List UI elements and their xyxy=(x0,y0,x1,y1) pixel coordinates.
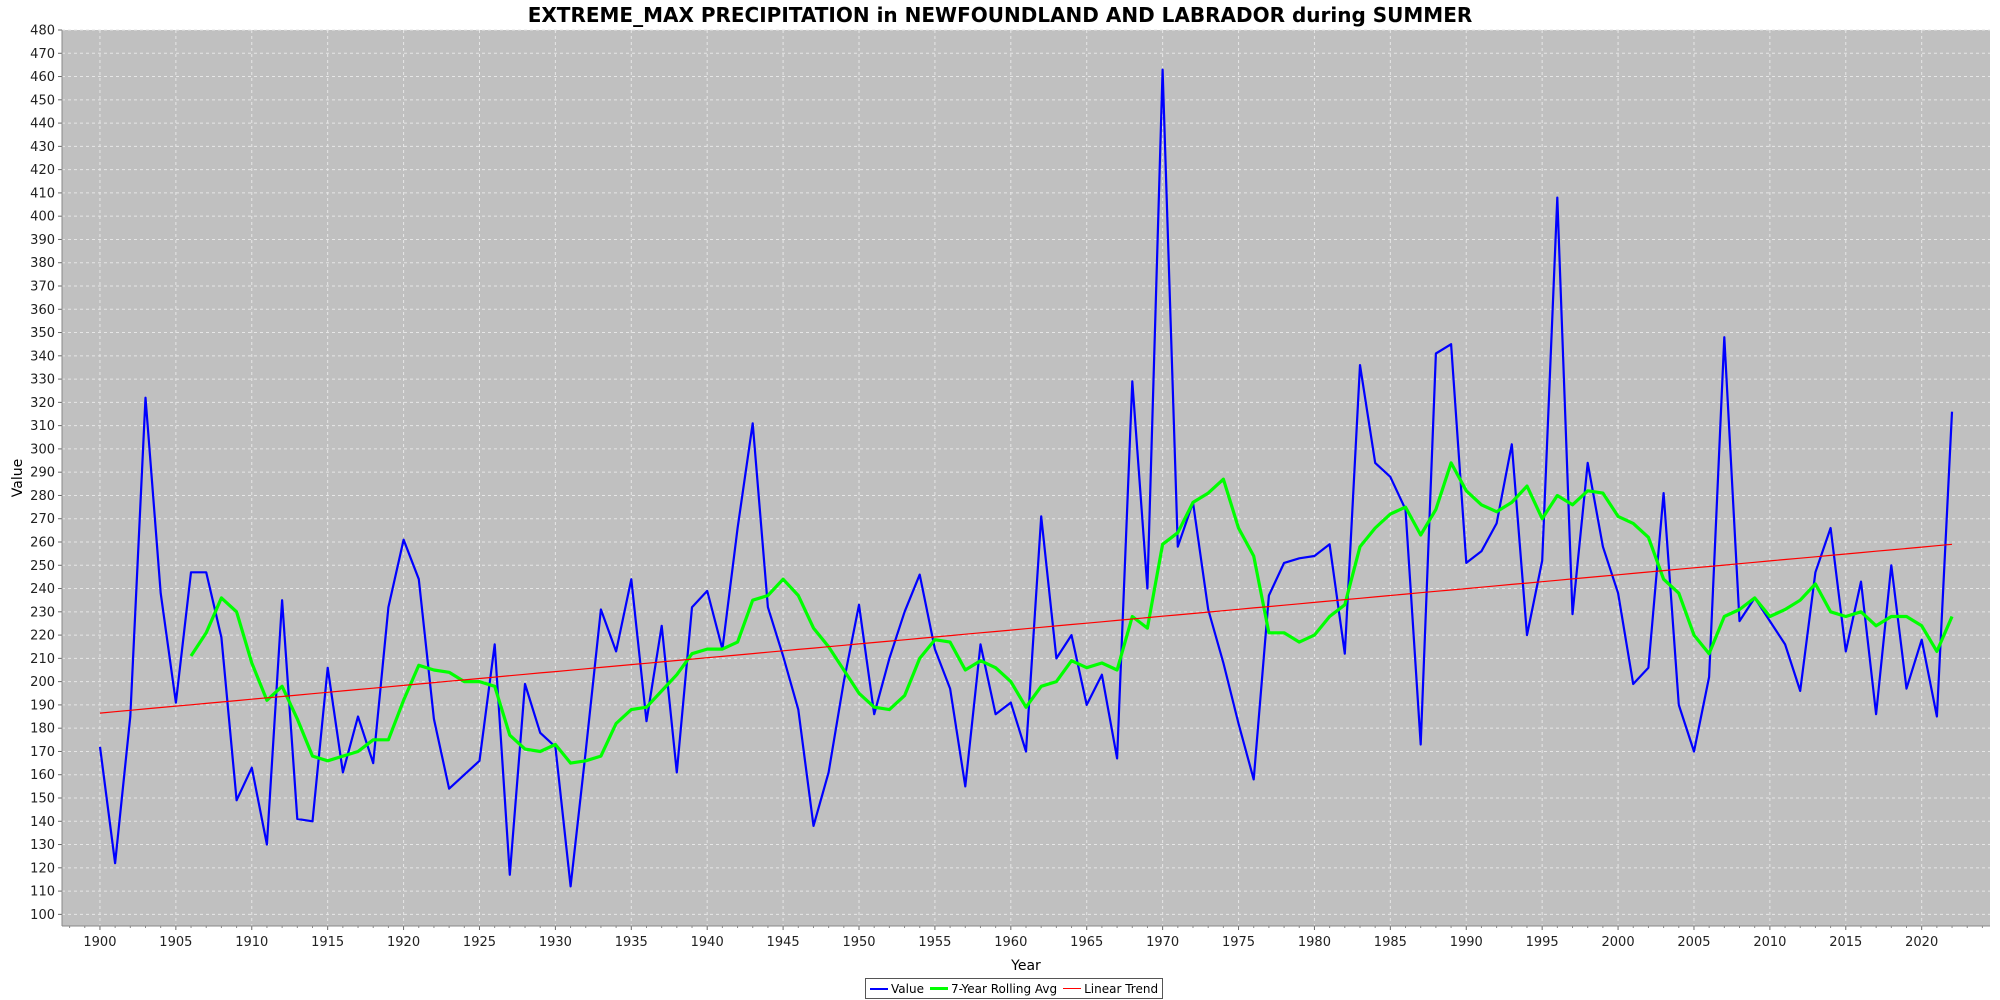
y-tick-label: 380 xyxy=(30,256,55,271)
y-tick-label: 130 xyxy=(30,838,55,853)
x-tick-label: 1905 xyxy=(159,935,192,950)
y-tick-label: 120 xyxy=(30,861,55,876)
legend-swatch-linear-trend xyxy=(1063,988,1082,989)
y-tick-label: 430 xyxy=(30,140,55,155)
y-tick-label: 160 xyxy=(30,768,55,783)
legend: Value 7-Year Rolling Avg Linear Trend xyxy=(865,978,1164,999)
x-tick-label: 1980 xyxy=(1298,935,1331,950)
legend-swatch-rolling-avg xyxy=(929,987,948,990)
x-tick-label: 1970 xyxy=(1146,935,1179,950)
legend-label-linear-trend: Linear Trend xyxy=(1084,981,1159,996)
x-tick-label: 1920 xyxy=(387,935,420,950)
x-tick-label: 1950 xyxy=(842,935,875,950)
y-tick-label: 270 xyxy=(30,512,55,527)
legend-label-value: Value xyxy=(891,981,924,996)
x-tick-label: 1960 xyxy=(994,935,1027,950)
y-tick-label: 310 xyxy=(30,419,55,434)
series-line-rolling-avg xyxy=(189,461,1954,765)
legend-item-linear-trend: Linear Trend xyxy=(1063,982,1158,996)
x-tick-label: 1900 xyxy=(83,935,116,950)
y-tick-label: 230 xyxy=(30,605,55,620)
series-line-linear-trend xyxy=(99,543,1953,714)
legend-swatch-value xyxy=(870,987,888,990)
y-tick-label: 290 xyxy=(30,466,55,481)
x-tick-label: 1945 xyxy=(767,935,800,950)
legend-label-rolling-avg: 7-Year Rolling Avg xyxy=(950,981,1058,996)
x-axis-label: Year xyxy=(1010,958,1041,974)
x-tick-label: 1995 xyxy=(1526,935,1559,950)
y-tick-label: 220 xyxy=(30,629,55,644)
x-tick-label: 2000 xyxy=(1602,935,1635,950)
grid-layer xyxy=(62,29,1990,926)
y-tick-label: 210 xyxy=(30,652,55,667)
y-tick-label: 190 xyxy=(30,698,55,713)
series-layer xyxy=(98,68,1954,888)
x-tick-label: 1930 xyxy=(539,935,572,950)
y-tick-label: 340 xyxy=(30,349,55,364)
y-tick-label: 390 xyxy=(30,233,55,248)
y-tick-label: 280 xyxy=(30,489,55,504)
x-tick-label: 1985 xyxy=(1374,935,1407,950)
y-tick-label: 110 xyxy=(30,885,55,900)
y-tick-label: 440 xyxy=(30,117,55,132)
x-tick-label: 1925 xyxy=(463,935,496,950)
y-tick-label: 250 xyxy=(30,559,55,574)
y-tick-label: 140 xyxy=(30,815,55,830)
y-tick-label: 300 xyxy=(30,442,55,457)
y-axis-label: Value xyxy=(10,459,26,497)
x-tick-label: 2010 xyxy=(1753,935,1786,950)
legend-item-rolling-avg: 7-Year Rolling Avg xyxy=(929,981,1058,996)
y-tick-label: 150 xyxy=(30,792,55,807)
y-tick-label: 100 xyxy=(30,908,55,923)
tick-layer: 100 110 120 130 140 150 160 170 180 190 200 210 220 2… xyxy=(30,24,1990,950)
plot-background xyxy=(62,30,1990,926)
y-tick-label: 470 xyxy=(30,47,55,62)
y-tick-label: 200 xyxy=(30,675,55,690)
y-tick-label: 330 xyxy=(30,373,55,388)
x-tick-label: 1965 xyxy=(1070,935,1103,950)
x-tick-label: 1910 xyxy=(235,935,268,950)
y-tick-label: 480 xyxy=(30,24,55,39)
y-tick-label: 370 xyxy=(30,280,55,295)
x-tick-label: 2020 xyxy=(1905,935,1938,950)
y-tick-label: 240 xyxy=(30,582,55,597)
x-tick-label: 1955 xyxy=(918,935,951,950)
x-tick-label: 1935 xyxy=(615,935,648,950)
legend-item-value: Value xyxy=(870,982,924,996)
x-tick-label: 1915 xyxy=(311,935,344,950)
y-tick-label: 420 xyxy=(30,163,55,178)
series-line-value xyxy=(98,68,1954,888)
y-tick-label: 170 xyxy=(30,745,55,760)
x-tick-label: 1975 xyxy=(1222,935,1255,950)
y-tick-label: 320 xyxy=(30,396,55,411)
y-tick-label: 360 xyxy=(30,303,55,318)
x-tick-label: 2015 xyxy=(1829,935,1862,950)
y-tick-label: 410 xyxy=(30,186,55,201)
y-tick-label: 350 xyxy=(30,326,55,341)
y-tick-label: 450 xyxy=(30,93,55,108)
y-tick-label: 460 xyxy=(30,70,55,85)
x-tick-label: 1940 xyxy=(691,935,724,950)
x-tick-label: 2005 xyxy=(1677,935,1710,950)
y-tick-label: 400 xyxy=(30,210,55,225)
y-tick-label: 180 xyxy=(30,722,55,737)
x-tick-label: 1990 xyxy=(1450,935,1483,950)
y-tick-label: 260 xyxy=(30,536,55,551)
chart-title: EXTREME_MAX PRECIPITATION in NEWFOUNDLAN… xyxy=(527,3,1473,27)
